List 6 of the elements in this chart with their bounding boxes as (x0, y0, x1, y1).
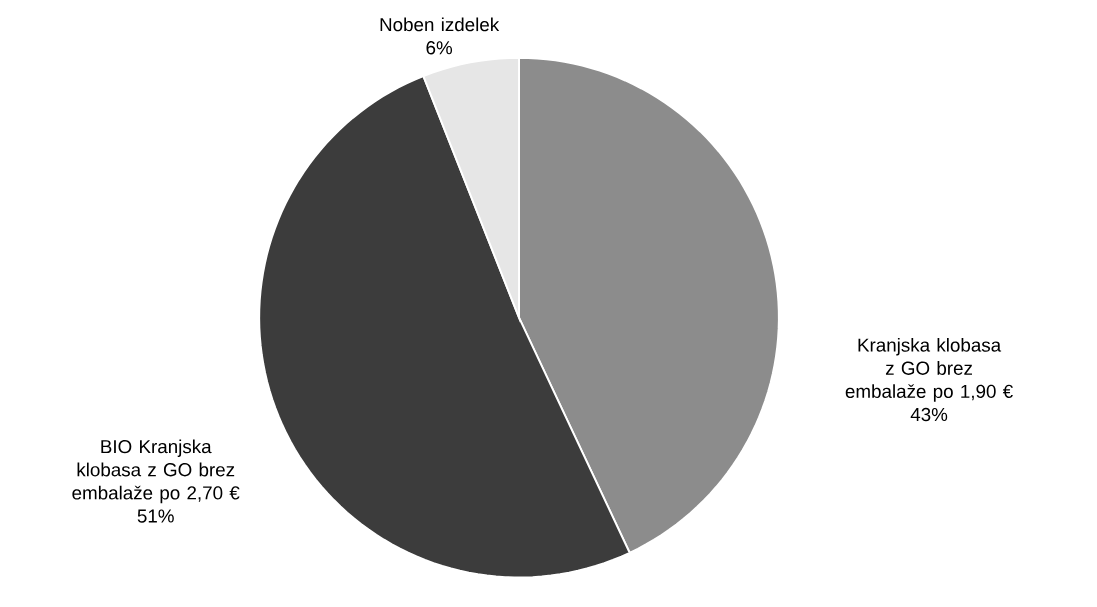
data-label: 43% (910, 407, 948, 422)
data-label: 51% (137, 509, 174, 523)
slice-label: Noben izdelek (380, 17, 500, 32)
slice-label: BIO Kranjska klobasa z GO brez embalaže po 2,70 € (72, 439, 240, 504)
slice-label: Kranjska klobasa z GO brez embalaže po 1,90 € (845, 337, 1013, 402)
data-label: 6% (426, 41, 453, 55)
